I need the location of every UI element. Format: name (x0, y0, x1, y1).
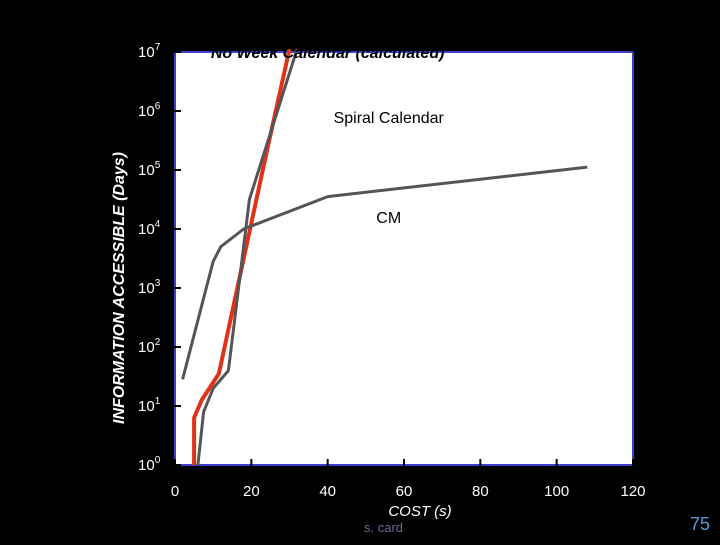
y-tick-label: 100 (138, 455, 161, 474)
y-tick-label: 104 (138, 219, 161, 238)
plot-area (175, 52, 633, 465)
footer-author: s. card (364, 520, 404, 535)
x-tick-label: 0 (171, 483, 179, 500)
x-tick-label: 60 (396, 483, 413, 500)
series-line-spiral-calendar (196, 48, 299, 466)
x-tick-label: 80 (472, 483, 489, 500)
annotation-spiral-calendar: Spiral Calendar (334, 110, 445, 127)
x-tick-label: 120 (620, 483, 645, 500)
annotation-cm: CM (376, 210, 401, 227)
x-tick-label: 40 (319, 483, 336, 500)
y-tick-label: 107 (138, 42, 161, 61)
annotation-no-week-calendar-calculated: No Week Calendar (calculated) (211, 45, 445, 62)
page-number: 75 (690, 514, 711, 534)
series-line-cm (181, 165, 588, 380)
x-axis-label: COST (s) (388, 503, 451, 520)
y-tick-label: 105 (138, 160, 161, 179)
y-tick-label: 102 (138, 337, 161, 356)
y-tick-label: 103 (138, 278, 161, 297)
x-tick-label: 20 (243, 483, 260, 500)
y-tick-label: 101 (138, 396, 161, 415)
y-axis-label: INFORMATION ACCESSIBLE (Days) (111, 152, 128, 424)
x-tick-label: 100 (544, 483, 569, 500)
y-tick-label: 106 (138, 101, 161, 120)
